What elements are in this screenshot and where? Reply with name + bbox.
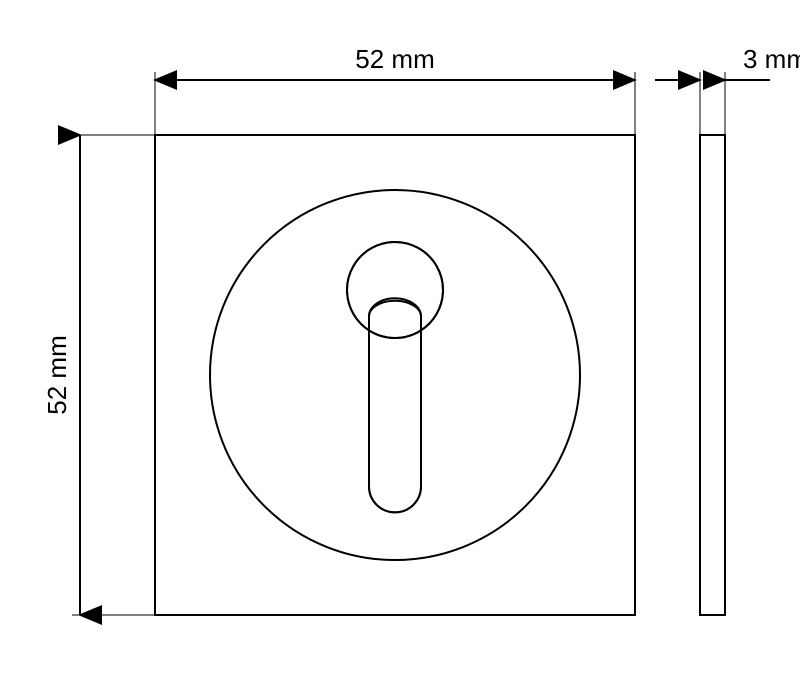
dim-label-depth: 3 mm — [743, 44, 800, 74]
front-plate-square — [155, 135, 635, 615]
escutcheon-technical-drawing: 52 mm 52 mm 3 mm — [0, 0, 800, 700]
dim-label-width: 52 mm — [355, 44, 434, 74]
cylinder-ring — [210, 190, 580, 560]
side-profile — [700, 135, 725, 615]
dim-label-height: 52 mm — [42, 335, 72, 414]
keyhole-outline — [347, 242, 443, 512]
